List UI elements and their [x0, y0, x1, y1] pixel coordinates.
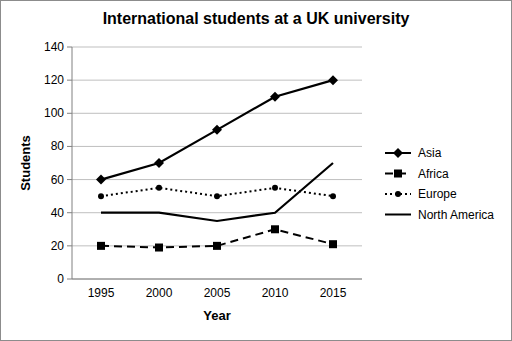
point-marker	[328, 75, 338, 85]
legend-entry: Asia	[385, 146, 442, 160]
point-marker	[270, 92, 280, 102]
point-marker	[329, 240, 337, 248]
grid-line	[72, 113, 362, 114]
y-tick-mark	[67, 146, 72, 147]
y-axis-title: Students	[18, 135, 33, 191]
x-tick-label: 2005	[204, 286, 231, 300]
y-tick-label: 20	[51, 239, 65, 253]
x-axis	[72, 279, 362, 280]
point-marker	[98, 193, 104, 199]
series-line	[101, 163, 333, 221]
title: International students at a UK universit…	[103, 10, 410, 27]
y-tick-mark	[67, 179, 72, 180]
legend-label: Europe	[418, 187, 457, 201]
point-marker	[212, 125, 222, 135]
y-tick-label: 80	[51, 139, 65, 153]
point-marker	[96, 175, 106, 185]
legend-marker	[393, 148, 403, 158]
y-tick-mark	[67, 80, 72, 81]
plot-area	[96, 75, 338, 251]
y-tick-mark	[67, 113, 72, 114]
legend-line	[385, 214, 411, 216]
point-marker	[154, 158, 164, 168]
point-marker	[271, 225, 279, 233]
grid-line	[72, 179, 362, 180]
x-tick-label: 1995	[88, 286, 115, 300]
point-marker	[214, 193, 220, 199]
grid-line	[72, 279, 362, 280]
legend-label: Asia	[418, 146, 442, 160]
grid-line	[72, 47, 362, 48]
legend-marker	[395, 191, 401, 197]
y-tick-mark	[67, 47, 72, 48]
y-tick-label: 140	[44, 40, 64, 54]
y-tick-label: 0	[57, 272, 64, 286]
point-marker	[155, 244, 163, 252]
series-line	[101, 80, 333, 179]
point-marker	[97, 242, 105, 250]
x-tick-label: 2010	[262, 286, 289, 300]
y-tick-label: 60	[51, 173, 65, 187]
x-tick-label: 2015	[320, 286, 347, 300]
legend-entry: North America	[385, 208, 494, 222]
legend-label: North America	[418, 208, 494, 222]
y-tick-mark	[67, 212, 72, 213]
y-axis	[72, 47, 73, 279]
grid-line	[72, 146, 362, 147]
point-marker	[272, 185, 278, 191]
legend-label: Africa	[418, 167, 449, 181]
legend-entry: Europe	[385, 187, 457, 201]
legend-entry: Africa	[385, 167, 449, 181]
legend-marker	[394, 170, 402, 178]
chart: International students at a UK universit…	[0, 0, 512, 341]
y-tick-label: 40	[51, 206, 65, 220]
point-marker	[213, 242, 221, 250]
point-marker	[156, 185, 162, 191]
y-tick-mark	[67, 245, 72, 246]
x-axis-title: Year	[203, 308, 230, 323]
frame	[1, 1, 512, 341]
grid-line	[72, 80, 362, 81]
point-marker	[330, 193, 336, 199]
y-tick-mark	[67, 279, 72, 280]
x-tick-label: 2000	[146, 286, 173, 300]
y-tick-label: 120	[44, 73, 64, 87]
y-tick-label: 100	[44, 106, 64, 120]
